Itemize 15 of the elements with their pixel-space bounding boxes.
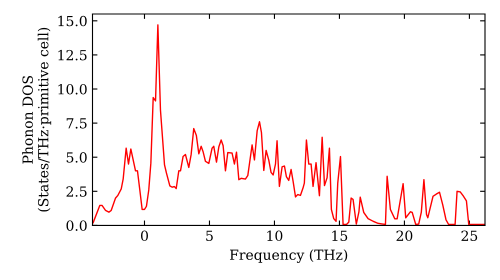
x-tick-label: 20 [396, 230, 412, 242]
x-tick-label: 15 [332, 230, 348, 242]
x-tick-label: 25 [462, 230, 478, 242]
y-tick-label: 0.0 [66, 220, 87, 231]
y-tick-label: 15.0 [58, 16, 87, 26]
x-tick-label: 10 [267, 230, 282, 242]
y-tick-label: 7.5 [66, 118, 87, 129]
y-axis-title: Phonon DOS (States/THz·primitive cell) [22, 28, 52, 212]
y-tick-label: 12.5 [58, 50, 87, 60]
y-tick-label: 10.0 [58, 84, 87, 94]
x-axis-title: Frequency (THz) [230, 249, 348, 263]
y-tick-label: 2.5 [66, 186, 87, 197]
x-tick-label: 5 [206, 230, 213, 242]
y-tick-label: 5.0 [66, 152, 87, 163]
x-tick-label: 0 [140, 230, 148, 242]
